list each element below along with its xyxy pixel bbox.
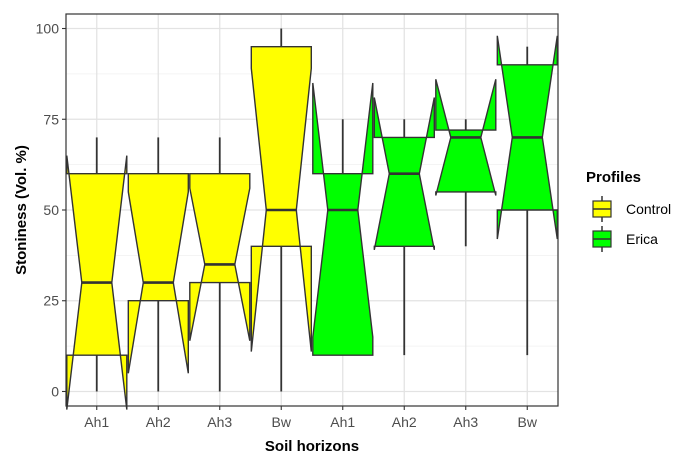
- legend-item-control: Control: [592, 196, 671, 222]
- y-tick-label: 25: [43, 293, 59, 309]
- box-control-ah2: [127, 137, 190, 392]
- x-axis-ticks: Ah1 Ah2 Ah3 Bw Ah1 Ah2 Ah3 Bw: [84, 406, 538, 430]
- y-axis-ticks: 0 25 50 75 100: [36, 21, 66, 399]
- x-tick-label: Ah1: [84, 414, 109, 430]
- y-tick-label: 50: [43, 202, 59, 218]
- x-axis-title: Soil horizons: [265, 438, 359, 455]
- box-erica-ah3: [435, 79, 497, 247]
- legend-title: Profiles: [586, 169, 641, 186]
- legend-label: Erica: [626, 231, 658, 247]
- y-tick-label: 0: [51, 383, 59, 399]
- x-tick-label: Bw: [272, 414, 292, 430]
- notched-box: [189, 172, 251, 341]
- box-control-ah1: [66, 137, 128, 410]
- x-tick-label: Bw: [518, 414, 538, 430]
- x-tick-label: Ah1: [330, 414, 355, 430]
- legend-label: Control: [626, 201, 671, 217]
- x-tick-label: Ah2: [146, 414, 171, 430]
- notched-box: [312, 82, 374, 356]
- box-erica-bw: [496, 35, 558, 356]
- x-tick-label: Ah3: [207, 414, 232, 430]
- y-tick-label: 75: [43, 111, 59, 127]
- y-axis-title: Stoniness (Vol. %): [13, 145, 30, 275]
- box-control-bw: [250, 28, 312, 392]
- legend: Profiles Control Erica: [586, 169, 671, 252]
- box-erica-ah2: [373, 97, 435, 356]
- notched-box: [127, 172, 190, 374]
- notched-box: [250, 46, 312, 352]
- legend-item-erica: Erica: [592, 226, 658, 252]
- box-control-ah3: [189, 137, 251, 392]
- boxes-layer: [66, 28, 558, 410]
- box-erica-ah1: [312, 82, 374, 356]
- y-tick-label: 100: [36, 21, 60, 37]
- x-tick-label: Ah3: [453, 414, 478, 430]
- x-tick-label: Ah2: [392, 414, 417, 430]
